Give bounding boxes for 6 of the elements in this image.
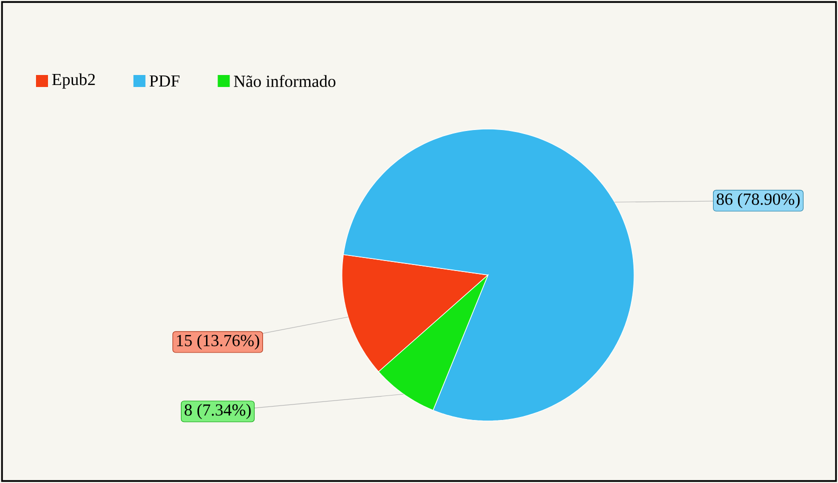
data-label: 15 (13.76%) — [177, 334, 260, 350]
data-label: 8 (7.34%) — [184, 404, 251, 420]
legend-label: Não informado — [234, 74, 336, 87]
legend-label: PDF — [150, 75, 180, 87]
legend-label: Epub2 — [52, 73, 95, 89]
data-label: 86 (78.90%) — [716, 192, 800, 208]
